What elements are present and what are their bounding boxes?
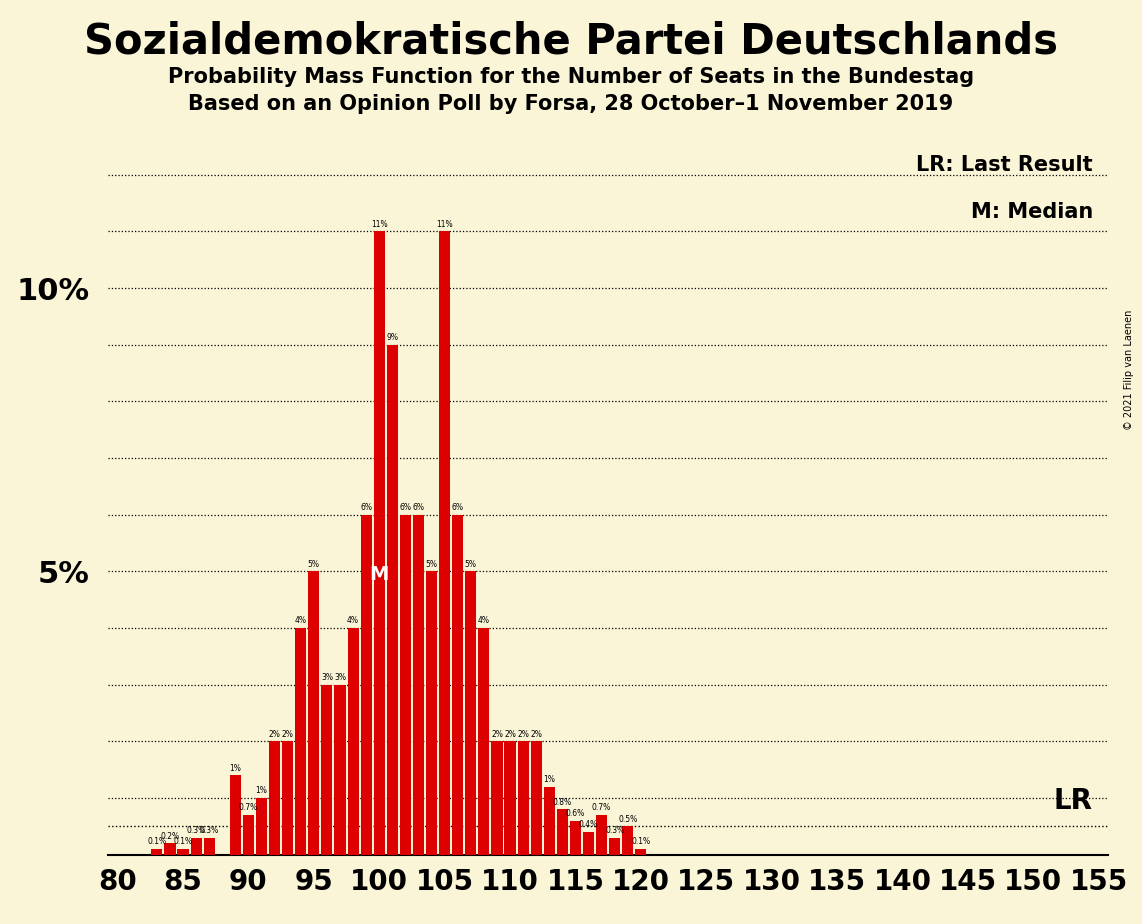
Text: 0.7%: 0.7%: [239, 803, 258, 812]
Text: 3%: 3%: [321, 673, 333, 682]
Text: 0.3%: 0.3%: [605, 826, 625, 835]
Bar: [517, 741, 529, 855]
Text: 0.3%: 0.3%: [186, 826, 206, 835]
Text: 5%: 5%: [426, 560, 437, 568]
Bar: [452, 515, 464, 855]
Bar: [622, 826, 634, 855]
Bar: [164, 844, 176, 855]
Text: 4%: 4%: [477, 616, 490, 626]
Text: 0.1%: 0.1%: [174, 837, 193, 846]
Bar: [373, 231, 385, 855]
Text: M: Median: M: Median: [971, 202, 1093, 222]
Text: 6%: 6%: [412, 503, 425, 512]
Bar: [295, 628, 306, 855]
Bar: [505, 741, 515, 855]
Text: 0.8%: 0.8%: [553, 797, 572, 807]
Text: 0.6%: 0.6%: [565, 808, 585, 818]
Text: 6%: 6%: [452, 503, 464, 512]
Text: 11%: 11%: [436, 220, 453, 228]
Bar: [282, 741, 293, 855]
Bar: [413, 515, 424, 855]
Bar: [582, 832, 594, 855]
Bar: [177, 849, 188, 855]
Bar: [570, 821, 581, 855]
Bar: [491, 741, 502, 855]
Text: 1%: 1%: [544, 775, 555, 784]
Bar: [400, 515, 411, 855]
Text: 9%: 9%: [386, 333, 399, 342]
Text: 0.2%: 0.2%: [160, 832, 179, 841]
Text: 2%: 2%: [530, 730, 542, 738]
Text: 3%: 3%: [333, 673, 346, 682]
Bar: [478, 628, 490, 855]
Text: 2%: 2%: [504, 730, 516, 738]
Text: 2%: 2%: [517, 730, 529, 738]
Text: 5%: 5%: [465, 560, 476, 568]
Bar: [361, 515, 371, 855]
Text: LR: Last Result: LR: Last Result: [916, 154, 1093, 175]
Bar: [635, 849, 646, 855]
Text: 1%: 1%: [230, 763, 241, 772]
Text: Based on an Opinion Poll by Forsa, 28 October–1 November 2019: Based on an Opinion Poll by Forsa, 28 Oc…: [188, 94, 954, 115]
Bar: [387, 345, 397, 855]
Text: 5%: 5%: [308, 560, 320, 568]
Text: 0.5%: 0.5%: [618, 815, 637, 823]
Bar: [256, 798, 267, 855]
Bar: [308, 571, 320, 855]
Text: © 2021 Filip van Laenen: © 2021 Filip van Laenen: [1124, 310, 1134, 430]
Bar: [230, 775, 241, 855]
Text: 4%: 4%: [295, 616, 307, 626]
Text: 0.4%: 0.4%: [579, 821, 598, 829]
Text: 11%: 11%: [371, 220, 387, 228]
Bar: [243, 815, 254, 855]
Text: 6%: 6%: [400, 503, 411, 512]
Bar: [203, 838, 215, 855]
Text: LR: LR: [1054, 787, 1093, 816]
Text: 0.7%: 0.7%: [592, 803, 611, 812]
Bar: [557, 809, 568, 855]
Text: 0.1%: 0.1%: [147, 837, 167, 846]
Bar: [531, 741, 541, 855]
Text: 0.3%: 0.3%: [200, 826, 219, 835]
Bar: [439, 231, 450, 855]
Bar: [426, 571, 437, 855]
Bar: [609, 838, 620, 855]
Bar: [321, 685, 332, 855]
Text: 6%: 6%: [360, 503, 372, 512]
Text: Sozialdemokratische Partei Deutschlands: Sozialdemokratische Partei Deutschlands: [85, 20, 1057, 62]
Bar: [465, 571, 476, 855]
Bar: [347, 628, 359, 855]
Text: 1%: 1%: [256, 786, 267, 796]
Text: 0.1%: 0.1%: [632, 837, 651, 846]
Bar: [270, 741, 280, 855]
Text: 2%: 2%: [491, 730, 502, 738]
Text: Probability Mass Function for the Number of Seats in the Bundestag: Probability Mass Function for the Number…: [168, 67, 974, 87]
Text: 4%: 4%: [347, 616, 359, 626]
Bar: [191, 838, 202, 855]
Bar: [544, 786, 555, 855]
Bar: [152, 849, 162, 855]
Text: 2%: 2%: [268, 730, 281, 738]
Bar: [335, 685, 346, 855]
Text: 2%: 2%: [282, 730, 293, 738]
Bar: [596, 815, 608, 855]
Text: M: M: [370, 565, 389, 584]
